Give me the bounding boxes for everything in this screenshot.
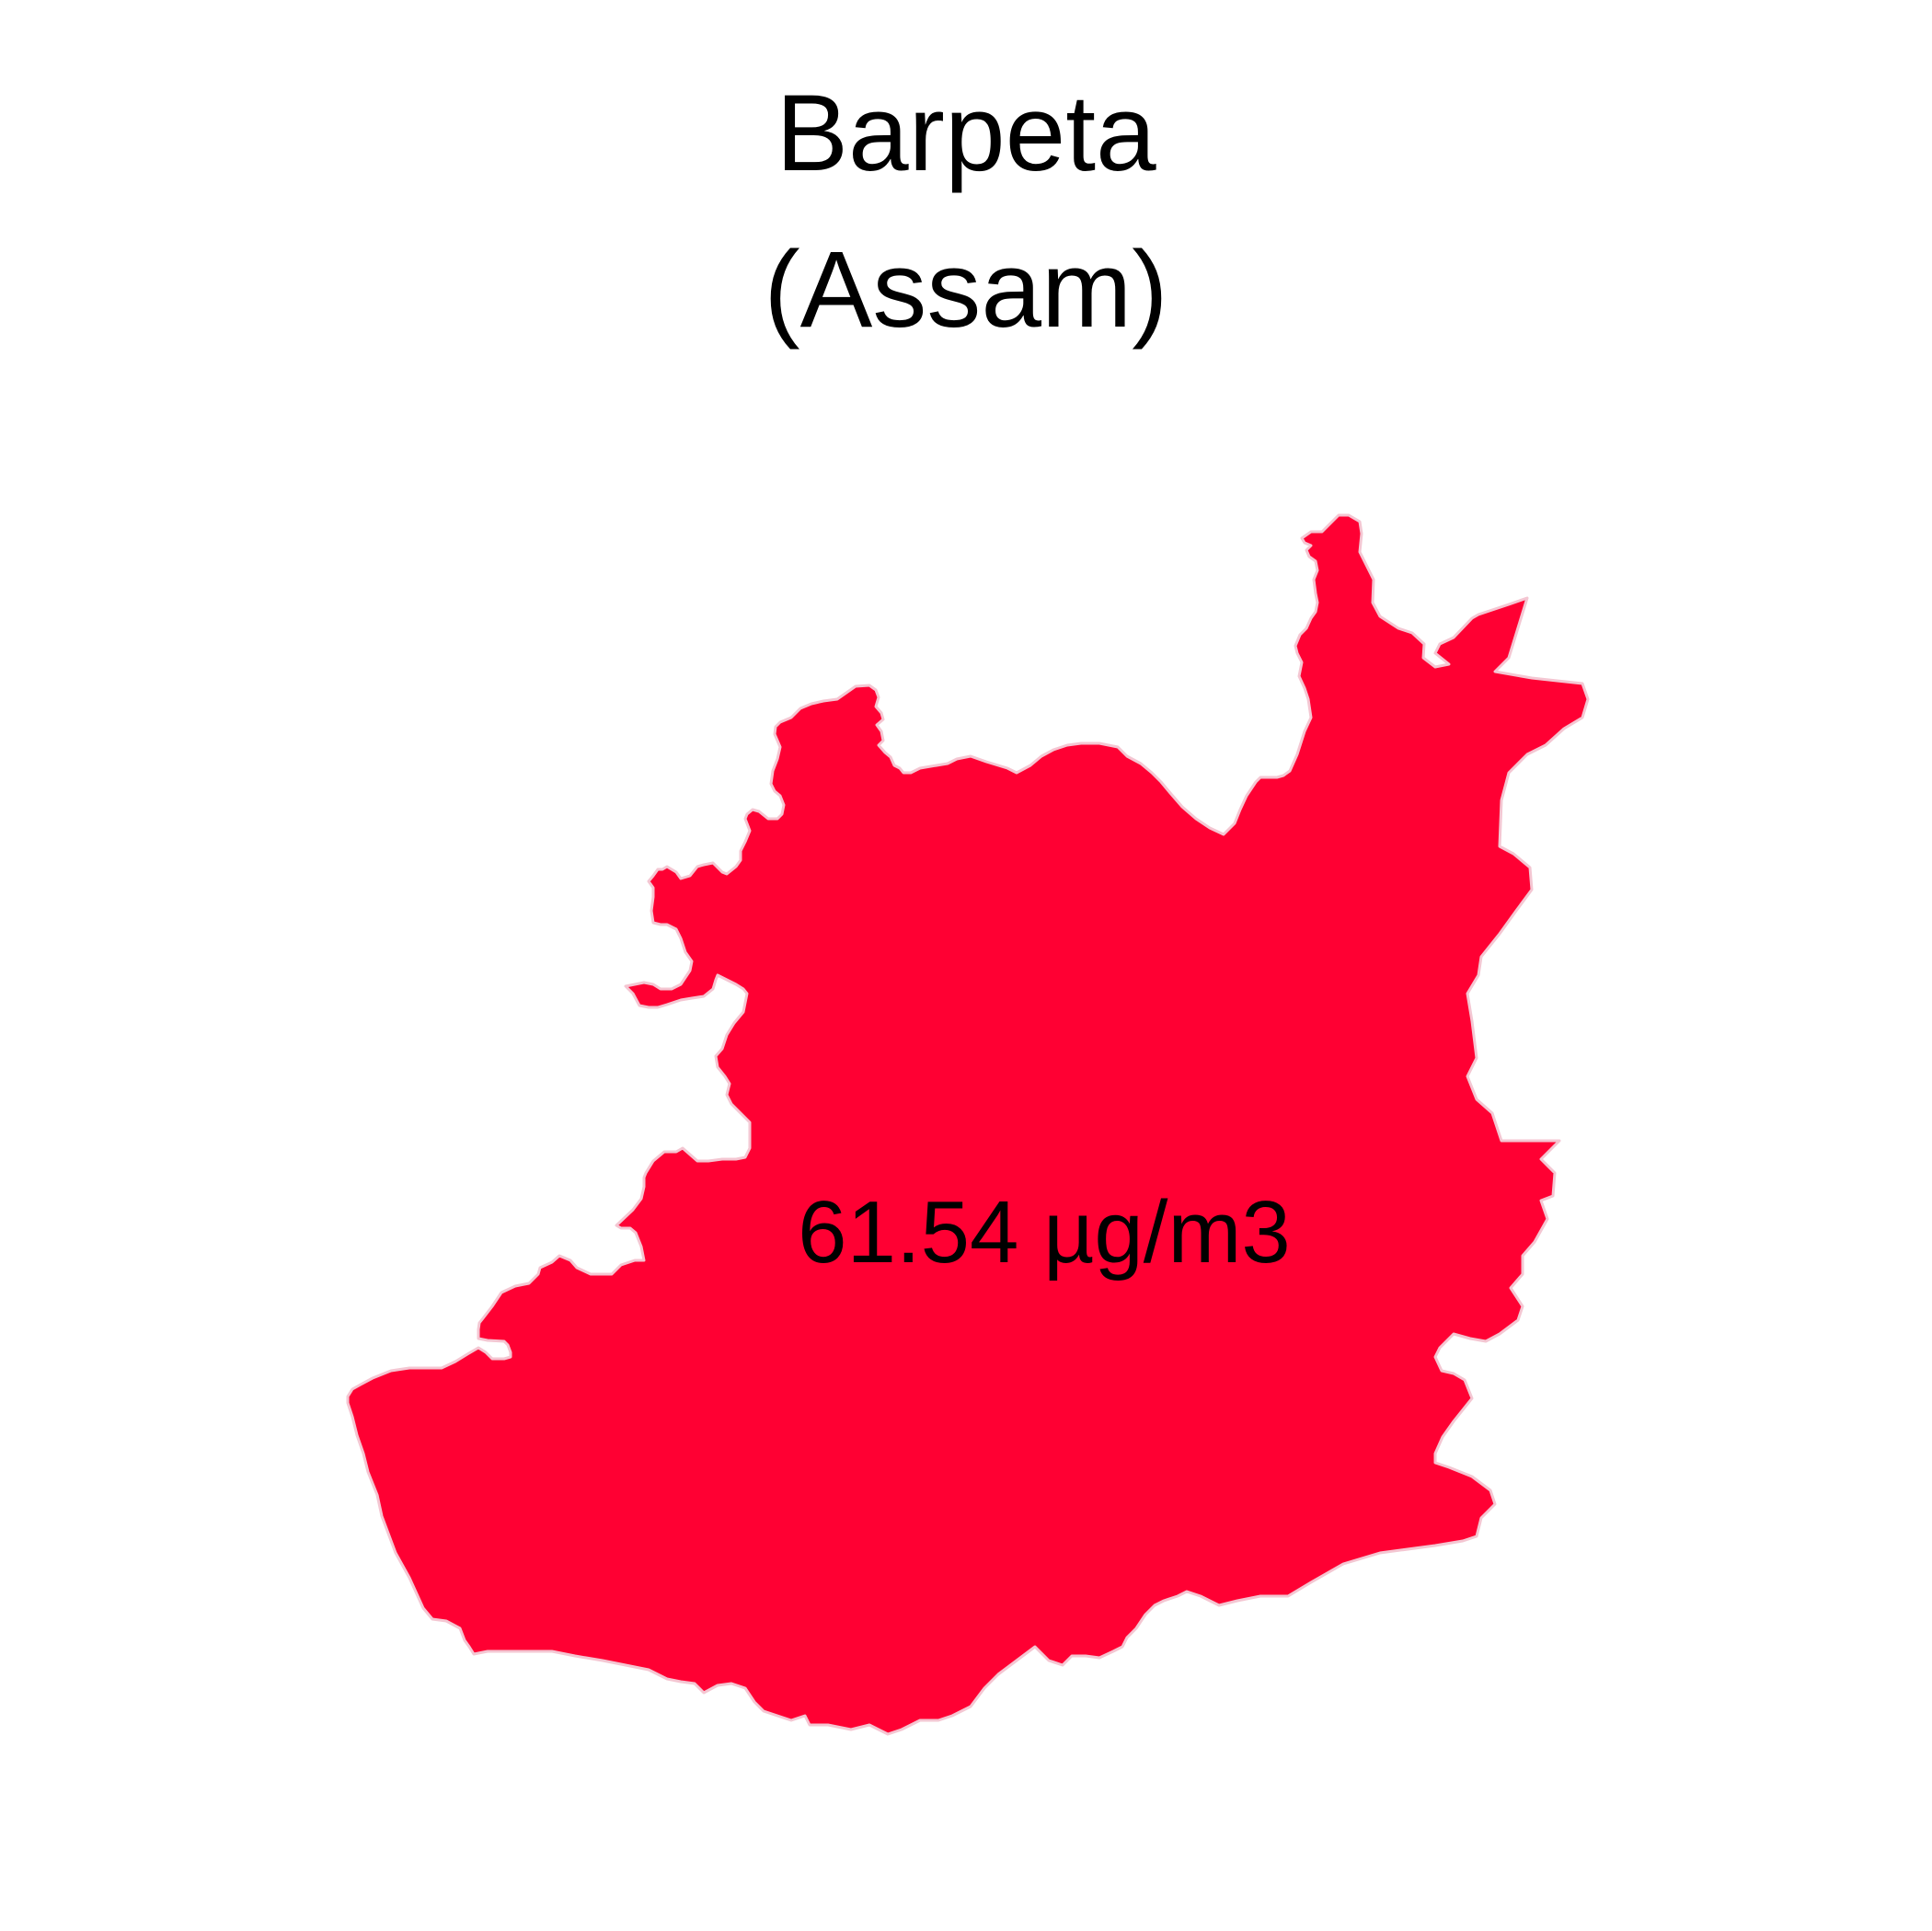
state-subtitle: (Assam) [764, 229, 1168, 351]
district-title: Barpeta [776, 73, 1156, 194]
pm25-value-label: 61.54 µg/m3 [798, 1183, 1291, 1282]
map-title: Barpeta (Assam) [0, 55, 1932, 368]
barpeta-region-shape [346, 513, 1590, 1736]
